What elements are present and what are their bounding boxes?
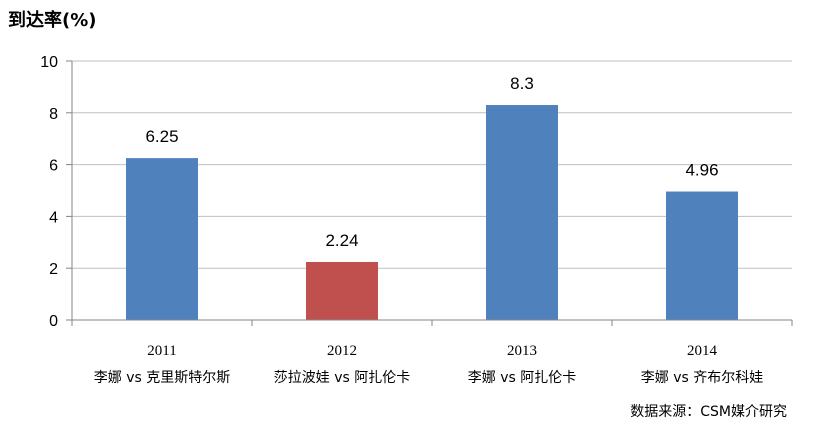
y-tick-label: 4 (49, 209, 58, 226)
bar (486, 105, 558, 320)
y-tick-label: 2 (49, 261, 58, 278)
x-category-match: 李娜 vs 齐布尔科娃 (641, 370, 763, 386)
y-tick-label: 10 (40, 54, 58, 71)
x-category-match: 李娜 vs 阿扎伦卡 (468, 370, 576, 386)
x-category-year: 2013 (507, 343, 537, 359)
bar (666, 191, 738, 320)
y-tick-label: 0 (49, 313, 58, 330)
x-category-match: 莎拉波娃 vs 阿扎伦卡 (274, 370, 410, 386)
y-axis-title: 到达率(%) (8, 9, 97, 31)
bars (126, 105, 738, 320)
y-tick-label: 8 (49, 106, 58, 123)
y-axis-ticks: 0 2 4 6 8 10 (40, 54, 72, 330)
data-label: 8.3 (510, 74, 534, 93)
data-label: 4.96 (685, 161, 718, 180)
data-label: 6.25 (145, 127, 178, 146)
y-tick-label: 6 (49, 158, 58, 175)
data-label: 2.24 (325, 231, 358, 250)
x-axis: 2011 李娜 vs 克里斯特尔斯 2012 莎拉波娃 vs 阿扎伦卡 2013 李娜 v… (71, 61, 793, 386)
x-category-year: 2011 (147, 343, 176, 359)
x-category-match: 李娜 vs 克里斯特尔斯 (94, 370, 230, 386)
x-category-year: 2014 (687, 343, 718, 359)
source-note: 数据来源：CSM媒介研究 (630, 404, 787, 420)
data-labels: 6.25 2.24 8.3 4.96 (145, 74, 718, 250)
bar (126, 158, 198, 320)
x-category-year: 2012 (327, 343, 357, 359)
bar (306, 261, 378, 320)
